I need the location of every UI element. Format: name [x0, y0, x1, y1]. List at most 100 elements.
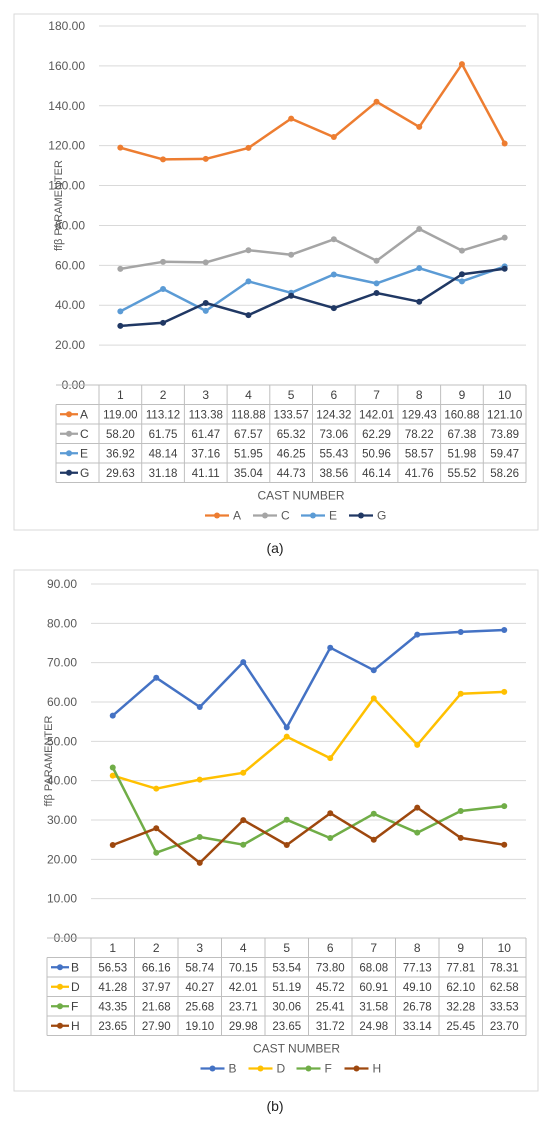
table-legend-marker [57, 983, 63, 990]
table-cell: 59.47 [490, 448, 519, 460]
data-point-G [458, 271, 465, 278]
data-point-G [160, 319, 167, 326]
y-tick-label: 70.00 [47, 656, 77, 670]
legend-label: B [229, 1062, 237, 1076]
data-point-E [202, 307, 209, 314]
data-point-F [414, 829, 421, 836]
data-point-B [283, 724, 290, 731]
table-cell: 119.00 [103, 409, 137, 421]
x-category-label: 10 [498, 941, 512, 955]
x-category-label: 2 [160, 388, 167, 402]
data-point-C [160, 258, 167, 265]
data-point-F [240, 841, 247, 848]
table-legend-marker [66, 469, 72, 476]
table-cell: 35.04 [234, 468, 263, 480]
x-axis-label: CAST NUMBER [257, 489, 344, 503]
data-point-B [240, 659, 247, 666]
data-point-E [245, 278, 252, 285]
table-cell: 61.75 [149, 429, 178, 441]
table-cell: 50.96 [362, 448, 391, 460]
x-category-label: 3 [196, 941, 203, 955]
table-cell: 66.16 [142, 962, 171, 974]
data-point-H [240, 817, 247, 824]
data-point-H [109, 841, 116, 848]
table-cell: 56.53 [98, 962, 127, 974]
data-point-B [501, 626, 508, 633]
table-cell: 43.35 [98, 1001, 127, 1013]
table-legend-marker [57, 1022, 63, 1029]
table-legend-marker [57, 1003, 63, 1010]
data-point-D [283, 733, 290, 740]
table-cell: 25.68 [185, 1001, 214, 1013]
data-point-D [370, 695, 377, 702]
data-point-D [501, 688, 508, 695]
table-cell: 51.19 [272, 982, 301, 994]
table-cell: 68.08 [359, 962, 388, 974]
legend-label: A [233, 509, 241, 523]
table-cell: 31.72 [316, 1021, 345, 1033]
data-point-E [330, 271, 337, 278]
data-point-C [416, 225, 423, 232]
y-tick-label: 60.00 [47, 695, 77, 709]
table-cell: 23.71 [229, 1001, 258, 1013]
table-legend-marker [66, 411, 72, 418]
data-point-A [117, 144, 124, 151]
data-point-F [196, 833, 203, 840]
table-cell: 121.10 [487, 409, 522, 421]
table-cell: 78.22 [405, 429, 434, 441]
y-tick-label: 160.00 [48, 59, 85, 73]
data-point-G [373, 289, 380, 296]
data-point-B [457, 628, 464, 635]
data-point-D [196, 776, 203, 783]
table-cell: 25.41 [316, 1001, 345, 1013]
table-cell: 113.38 [189, 409, 223, 421]
y-axis-label: ffβ PARAMENTER [53, 160, 65, 251]
data-point-F [109, 764, 116, 771]
table-cell: 70.15 [229, 962, 258, 974]
x-category-label: 1 [109, 941, 116, 955]
table-cell: 23.70 [490, 1021, 519, 1033]
table-cell: 33.53 [490, 1001, 519, 1013]
table-cell: 46.14 [362, 468, 391, 480]
data-point-H [457, 834, 464, 841]
y-tick-label: 40.00 [55, 298, 85, 312]
x-category-label: 9 [459, 388, 466, 402]
series-line-C [120, 227, 506, 271]
y-tick-label: 40.00 [47, 774, 77, 788]
table-cell: 46.25 [277, 448, 306, 460]
legend-marker [214, 512, 220, 519]
data-point-C [117, 265, 124, 272]
table-cell: 41.11 [192, 468, 220, 480]
data-point-A [501, 140, 508, 147]
table-cell: 55.52 [448, 468, 477, 480]
y-tick-label: 180.00 [48, 19, 85, 33]
table-cell: 133.57 [274, 409, 309, 421]
data-point-B [196, 703, 203, 710]
data-point-D [109, 772, 116, 779]
table-cell: 25.45 [446, 1021, 475, 1033]
x-category-label: 9 [457, 941, 464, 955]
data-point-G [416, 298, 423, 305]
table-series-name: B [71, 960, 79, 974]
chart-a: 0.0020.0040.0060.0080.00100.00120.00140.… [13, 13, 539, 531]
table-cell: 60.91 [359, 982, 388, 994]
data-point-G [245, 312, 252, 319]
data-point-A [288, 115, 295, 122]
data-point-F [153, 849, 160, 856]
data-point-F [327, 835, 334, 842]
series-line-B [111, 628, 505, 729]
series-line-G [120, 267, 505, 328]
data-point-E [416, 265, 423, 272]
x-category-label: 7 [370, 941, 377, 955]
table-cell: 78.31 [490, 962, 519, 974]
table-cell: 124.32 [316, 409, 351, 421]
table-cell: 65.32 [277, 429, 306, 441]
y-tick-label: 10.00 [47, 892, 77, 906]
table-cell: 51.95 [234, 448, 263, 460]
data-point-H [501, 841, 508, 848]
table-legend-marker [66, 450, 72, 457]
data-point-H [414, 804, 421, 811]
data-point-A [458, 61, 465, 68]
data-point-D [327, 755, 334, 762]
x-category-label: 5 [288, 388, 295, 402]
